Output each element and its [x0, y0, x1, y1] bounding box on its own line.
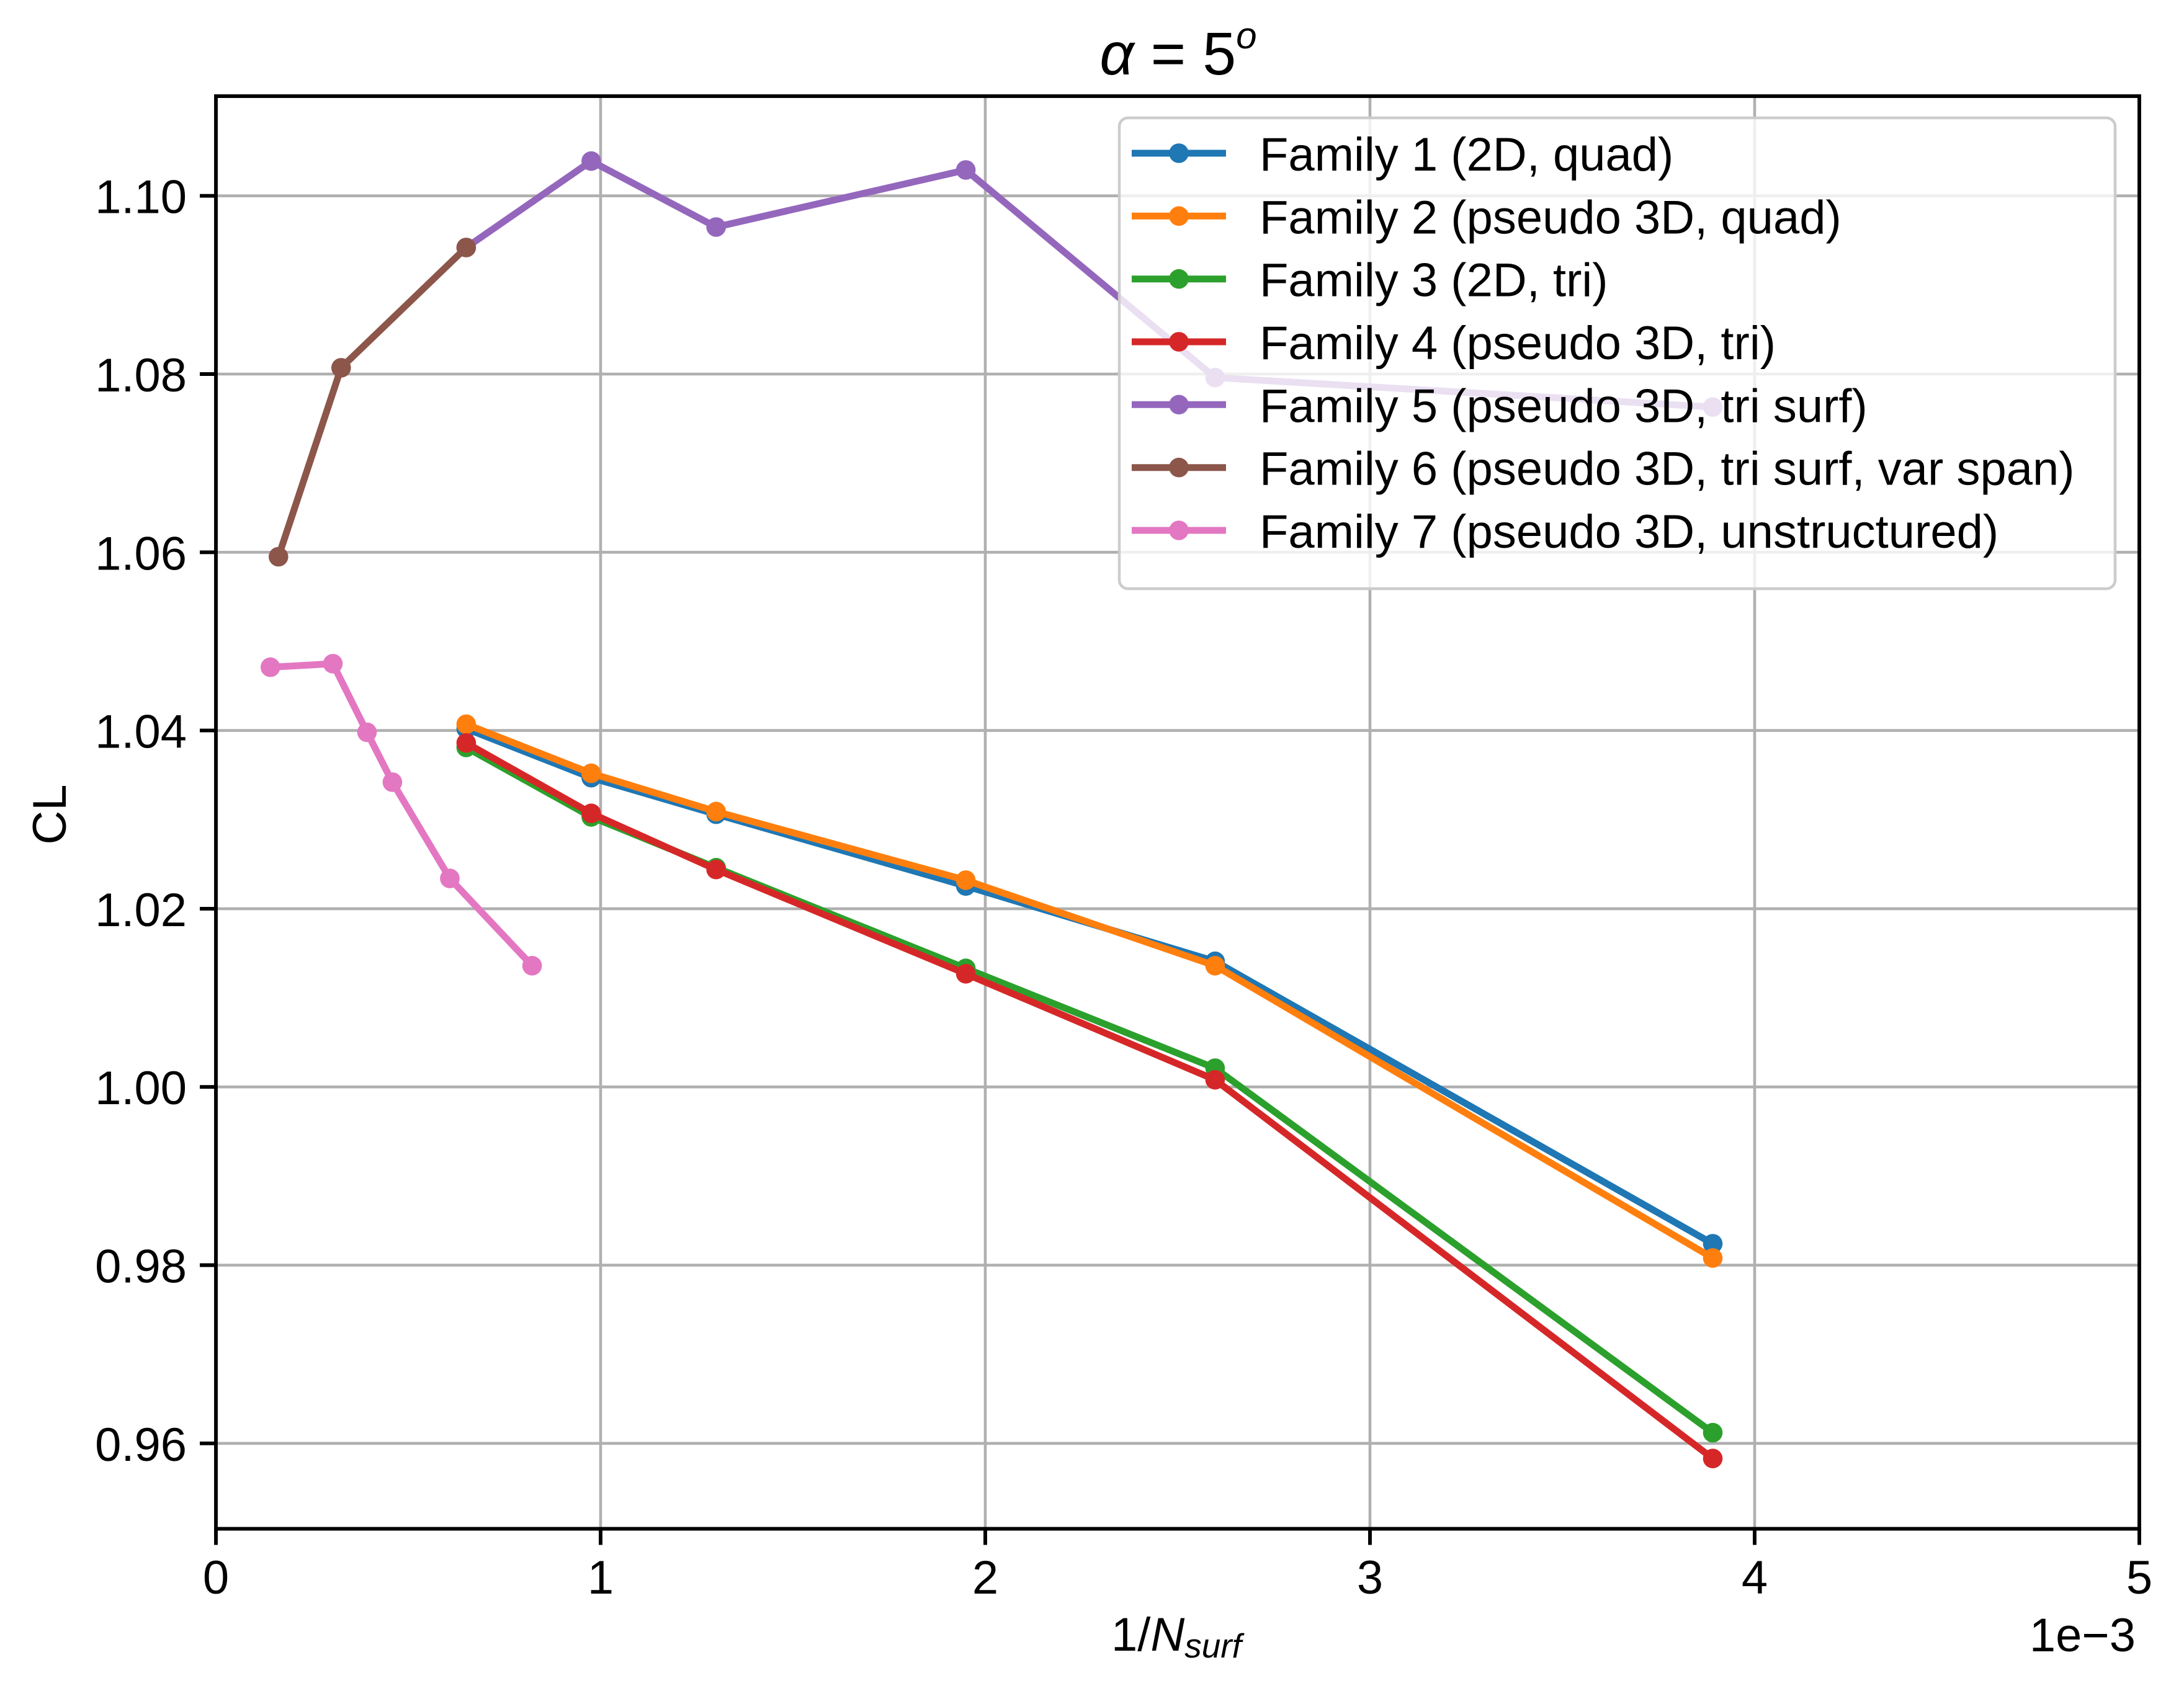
svg-text:1/Nsurf: 1/Nsurf [1111, 1608, 1245, 1665]
svg-text:Family 2 (pseudo 3D, quad): Family 2 (pseudo 3D, quad) [1260, 191, 1842, 244]
svg-text:1.04: 1.04 [95, 706, 187, 759]
svg-text:Family 1 (2D, quad): Family 1 (2D, quad) [1260, 128, 1673, 181]
svg-text:1: 1 [588, 1551, 614, 1604]
svg-text:CL: CL [24, 784, 76, 844]
svg-text:0: 0 [203, 1551, 229, 1604]
svg-text:Family 7 (pseudo 3D, unstructu: Family 7 (pseudo 3D, unstructured) [1260, 506, 1998, 558]
svg-text:Family 4 (pseudo 3D, tri): Family 4 (pseudo 3D, tri) [1260, 317, 1776, 370]
svg-text:1.02: 1.02 [95, 884, 187, 937]
svg-text:1.08: 1.08 [95, 349, 187, 402]
svg-text:2: 2 [972, 1551, 998, 1604]
svg-text:5: 5 [2126, 1551, 2152, 1604]
svg-text:Family 3 (2D, tri): Family 3 (2D, tri) [1260, 254, 1608, 307]
svg-text:1.06: 1.06 [95, 527, 187, 580]
svg-text:Family 5 (pseudo 3D, tri surf): Family 5 (pseudo 3D, tri surf) [1260, 380, 1868, 432]
svg-text:0.96: 0.96 [95, 1419, 187, 1471]
svg-text:4: 4 [1742, 1551, 1768, 1604]
svg-text:1e−3: 1e−3 [2030, 1609, 2136, 1662]
svg-text:Family 6 (pseudo 3D, tri surf,: Family 6 (pseudo 3D, tri surf, var span) [1260, 443, 2075, 496]
svg-text:1.10: 1.10 [95, 171, 187, 224]
svg-text:α = 5o: α = 5o [1099, 15, 1256, 87]
svg-text:0.98: 0.98 [95, 1241, 187, 1293]
svg-text:3: 3 [1357, 1551, 1383, 1604]
svg-text:1.00: 1.00 [95, 1062, 187, 1115]
